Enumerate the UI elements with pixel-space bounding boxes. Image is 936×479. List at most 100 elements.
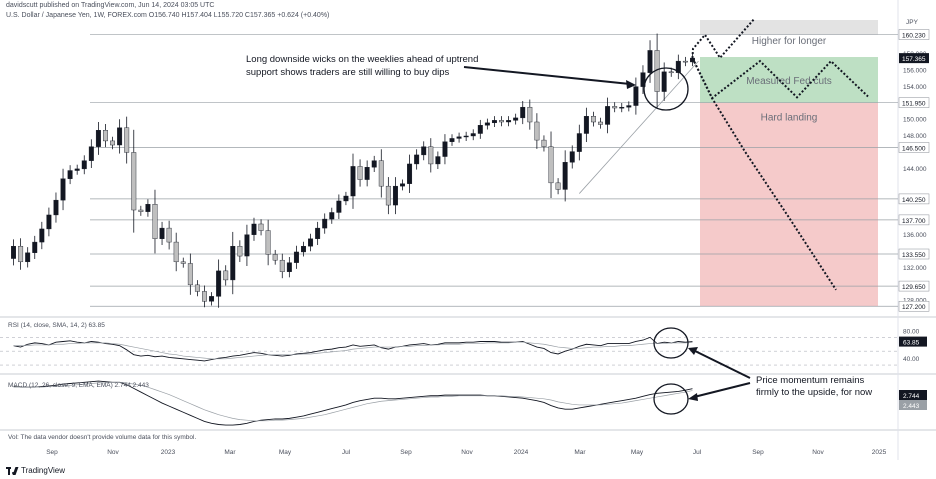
price-level-tag: [898, 300, 930, 312]
zone-label: Hard landing: [761, 113, 818, 124]
candle-body: [32, 241, 38, 253]
candle-body: [216, 270, 222, 297]
candle-body: [343, 195, 349, 202]
candle-body: [562, 162, 568, 190]
annotations: Long downside wicks on the weeklies ahea…: [246, 54, 872, 415]
tradingview-logo[interactable]: TradingView: [6, 466, 65, 475]
candle-body: [612, 106, 618, 109]
tradingview-icon: [6, 466, 19, 475]
candle-body: [633, 86, 639, 106]
candle-body: [194, 284, 200, 292]
candle-body: [456, 136, 462, 139]
time-tick-label: Sep: [752, 449, 764, 456]
candle-body: [322, 218, 328, 229]
time-tick-label: May: [279, 449, 292, 456]
candle-body: [605, 106, 611, 125]
candle-body: [520, 106, 526, 119]
price-level-label: 157.365: [902, 56, 926, 63]
price-level-tag: [898, 248, 930, 260]
candle-body: [74, 168, 80, 171]
candle-body: [258, 223, 264, 231]
candle-body: [11, 245, 16, 259]
candle-body: [46, 214, 52, 230]
candle-body: [25, 252, 31, 263]
symbol-line: U.S. Dollar / Japanese Yen, 1W, FOREX.co…: [6, 12, 330, 19]
candle-body: [152, 204, 158, 239]
candle-body: [251, 223, 257, 235]
time-tick-label: Mar: [224, 449, 236, 456]
price-tick-label: 156.000: [903, 67, 927, 74]
macd-line: [13, 380, 693, 426]
candle-body: [506, 120, 512, 123]
zone-rect: [700, 57, 878, 103]
time-tick-label: Mar: [574, 449, 586, 456]
price-tick-label: 132.000: [903, 265, 927, 272]
candle-body: [103, 130, 108, 142]
zone-label: Measured Fed cuts: [746, 76, 832, 87]
signal-value-label: 2.443: [903, 403, 920, 410]
candle-body: [110, 140, 116, 146]
candle-body: [371, 160, 377, 168]
zone-rect: [700, 102, 878, 307]
candle-body: [209, 296, 215, 302]
candle-body: [400, 183, 405, 187]
candle-body: [357, 166, 363, 180]
candle-body: [619, 106, 625, 109]
time-tick-label: 2024: [514, 449, 529, 456]
candle-body: [682, 60, 688, 63]
candle-body: [138, 209, 144, 212]
candle-body: [583, 116, 589, 134]
candle-body: [407, 163, 413, 184]
candle-body: [350, 166, 356, 197]
rsi-tick-label: 80.00: [903, 328, 920, 335]
wick-arrow: [463, 66, 631, 85]
rsi-legend: RSI (14, close, SMA, 14, 2) 63.85: [8, 322, 105, 329]
candle-body: [53, 199, 59, 216]
rsi-tick-label: 40.00: [903, 356, 920, 363]
wick-annotation-line1: Long downside wicks on the weeklies ahea…: [246, 54, 478, 65]
price-axis: 80.0040.0063.852.7442.443JPY128.000132.0…: [898, 19, 930, 410]
rsi-circle: [653, 327, 689, 359]
signal-value-tag: [899, 400, 927, 410]
candle-body: [180, 261, 186, 264]
candle-body: [378, 160, 384, 187]
scenario-paths: [691, 18, 869, 291]
price-level-tag: [899, 53, 929, 64]
zone-label: Higher for longer: [752, 36, 827, 47]
candle-body: [145, 204, 151, 212]
candle-body: [675, 60, 681, 73]
candle-body: [428, 146, 434, 165]
wick-circle: [643, 67, 689, 111]
time-axis: Sep Nov 2023 Mar May Jul Sep Nov 2024 Mar May Jul Se…: [46, 449, 886, 456]
candle-body: [421, 146, 427, 156]
time-tick-label: Nov: [107, 449, 119, 456]
candle-body: [336, 200, 342, 213]
time-tick-label: 2023: [161, 449, 176, 456]
candle-body: [173, 241, 179, 263]
candle-body: [315, 227, 321, 239]
price-tick-label: 148.000: [903, 133, 927, 140]
scenario-zones: Higher for longer Measured Fed cuts Hard l…: [700, 20, 878, 307]
candle-body: [279, 259, 285, 272]
time-tick-label: Nov: [812, 449, 824, 456]
macd-value-label: 2.744: [903, 393, 920, 400]
candle-body: [223, 270, 229, 281]
candle-body: [244, 234, 250, 257]
candle-body: [470, 133, 476, 137]
candle-body: [534, 121, 540, 141]
candle-body: [385, 185, 391, 206]
candle-body: [414, 154, 420, 165]
price-level-label: 137.700: [902, 218, 926, 225]
support-resistance-lines: [90, 34, 898, 307]
price-level-tag: [898, 142, 930, 153]
candle-body: [230, 245, 236, 281]
candle-body: [548, 146, 554, 184]
candle-body: [477, 125, 483, 134]
candle-body: [67, 170, 73, 179]
candle-body: [499, 120, 504, 123]
price-candles: [11, 33, 695, 308]
candle-body: [527, 106, 533, 123]
candle-body: [301, 245, 306, 253]
price-tick-label: 154.000: [903, 84, 927, 91]
